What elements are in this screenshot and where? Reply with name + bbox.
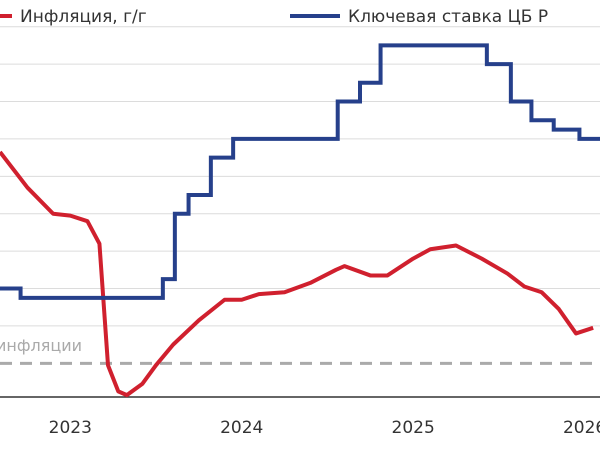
series-line xyxy=(0,43,600,300)
series-line xyxy=(0,150,594,398)
legend-label: Ключевая ставка ЦБ Р xyxy=(348,7,548,27)
x-tick-label: 2024 xyxy=(220,418,263,438)
legend-label: Инфляция, г/г xyxy=(20,7,147,27)
target-label: инфляции xyxy=(0,336,82,355)
x-tick-label: 2023 xyxy=(49,418,92,438)
x-tick-label: 2026 xyxy=(563,418,600,438)
x-tick-label: 2025 xyxy=(392,418,435,438)
